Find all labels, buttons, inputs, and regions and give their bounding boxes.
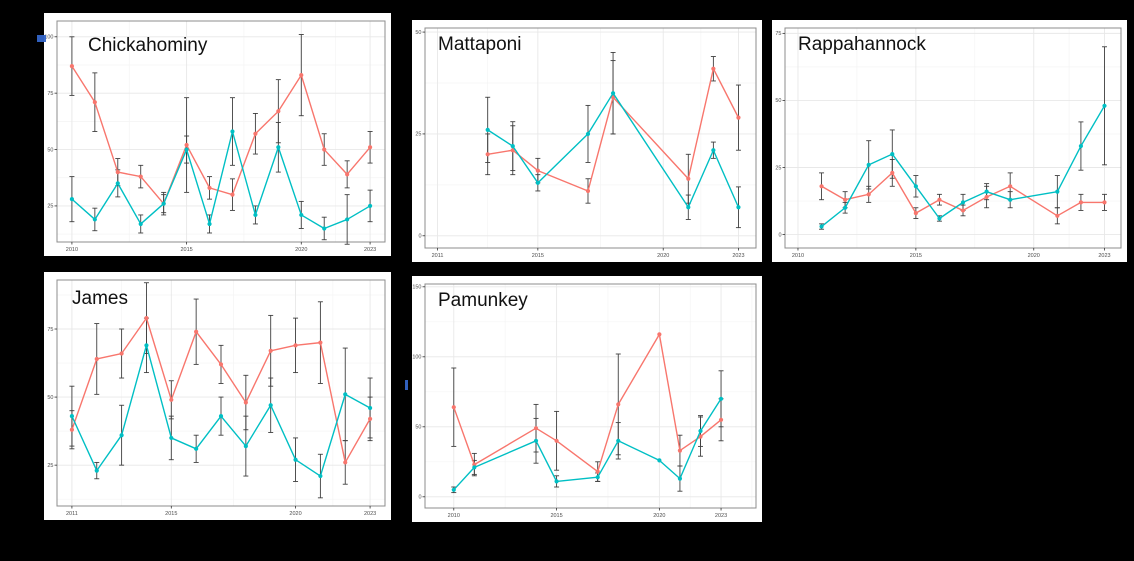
svg-text:2023: 2023 <box>364 247 376 253</box>
red-series-points <box>819 170 1107 218</box>
svg-text:75: 75 <box>775 31 781 37</box>
selection-highlight-artifact <box>37 35 46 42</box>
chart-panel-james: James 25 50 75 2011 2015 2020 2023 <box>44 272 391 520</box>
svg-text:50: 50 <box>415 30 421 36</box>
svg-text:50: 50 <box>415 425 421 431</box>
svg-text:100: 100 <box>412 355 421 361</box>
svg-text:2011: 2011 <box>432 253 444 259</box>
red-series-line <box>487 68 740 192</box>
teal-series-points <box>69 129 373 231</box>
red-series-line <box>71 317 371 464</box>
svg-text:2023: 2023 <box>1098 253 1110 259</box>
svg-text:25: 25 <box>415 132 421 138</box>
teal-series-points <box>819 103 1107 229</box>
plot-border <box>784 27 1122 249</box>
svg-text:75: 75 <box>47 91 53 97</box>
svg-text:50: 50 <box>47 147 53 153</box>
axis-ticks-and-labels: 25 50 75 2011 2015 2020 2023 <box>47 327 376 517</box>
selection-highlight-artifact <box>405 380 408 390</box>
teal-series-line <box>821 105 1106 228</box>
svg-text:2020: 2020 <box>289 511 301 517</box>
plot-border <box>424 283 757 509</box>
red-series-points <box>451 332 724 474</box>
svg-text:2015: 2015 <box>550 513 562 519</box>
svg-text:2010: 2010 <box>448 513 460 519</box>
teal-series-points <box>69 343 373 479</box>
svg-text:50: 50 <box>47 395 53 401</box>
line-chart-svg: 25 50 75 100 2010 2015 2020 2023 <box>44 20 386 253</box>
axis-ticks-and-labels: 25 50 75 100 2010 2015 2020 2023 <box>44 35 376 253</box>
svg-text:2010: 2010 <box>66 247 78 253</box>
red-series-error-bars <box>451 353 724 482</box>
svg-text:2020: 2020 <box>295 247 307 253</box>
svg-text:2015: 2015 <box>910 253 922 259</box>
svg-text:0: 0 <box>418 234 421 240</box>
red-series-points <box>485 66 741 194</box>
svg-text:150: 150 <box>412 285 421 291</box>
svg-text:2015: 2015 <box>165 511 177 517</box>
teal-series-line <box>487 92 740 208</box>
svg-text:75: 75 <box>47 327 53 333</box>
svg-text:2010: 2010 <box>792 253 804 259</box>
svg-text:2011: 2011 <box>66 511 78 517</box>
red-series-line <box>821 172 1105 217</box>
axis-ticks-and-labels: 0 25 50 2011 2015 2020 2023 <box>415 30 744 259</box>
teal-series-line <box>71 130 371 230</box>
svg-text:25: 25 <box>47 204 53 210</box>
gridlines <box>425 28 756 248</box>
svg-text:2015: 2015 <box>180 247 192 253</box>
axis-ticks-and-labels: 0 25 50 75 2010 2015 2020 2023 <box>775 31 1110 259</box>
chart-title: Mattaponi <box>438 34 522 55</box>
red-series-line <box>71 65 371 205</box>
teal-series-error-bars <box>485 51 741 229</box>
plot-border <box>56 20 386 243</box>
chart-title: James <box>72 288 128 309</box>
teal-series-error-bars <box>451 370 724 494</box>
red-series-error-bars <box>69 34 373 214</box>
plot-border <box>56 279 386 507</box>
svg-text:2020: 2020 <box>657 253 669 259</box>
line-chart-svg: 0 25 50 75 2010 2015 2020 2023 <box>775 27 1122 259</box>
svg-text:2020: 2020 <box>653 513 665 519</box>
chart-title: Rappahannock <box>798 34 926 55</box>
chart-title: Pamunkey <box>438 290 528 311</box>
svg-text:25: 25 <box>775 165 781 171</box>
gridlines <box>425 284 756 508</box>
svg-text:2023: 2023 <box>364 511 376 517</box>
chart-panel-pamunkey: Pamunkey 0 50 100 150 2010 2015 2020 2023 <box>412 276 762 522</box>
teal-series-error-bars <box>69 97 373 245</box>
teal-series-points <box>451 396 724 492</box>
svg-text:50: 50 <box>775 98 781 104</box>
svg-text:0: 0 <box>418 495 421 501</box>
svg-text:100: 100 <box>44 35 53 41</box>
red-series-error-bars <box>819 159 1107 225</box>
red-series-points <box>69 316 373 465</box>
red-series-points <box>69 64 373 206</box>
svg-text:0: 0 <box>778 232 781 238</box>
line-chart-svg: 25 50 75 2011 2015 2020 2023 <box>47 279 386 517</box>
chart-panel-mattaponi: Mattaponi 0 25 50 2011 2015 2020 2023 <box>412 20 762 262</box>
line-chart-svg: 0 50 100 150 2010 2015 2020 2023 <box>412 283 757 519</box>
chart-panel-rappahannock: Rappahannock 0 25 50 75 2010 2015 2020 2023 <box>772 20 1127 262</box>
svg-text:2023: 2023 <box>715 513 727 519</box>
line-chart-svg: 0 25 50 2011 2015 2020 2023 <box>415 27 757 259</box>
teal-series-points <box>485 91 741 210</box>
gridlines <box>57 280 385 506</box>
svg-text:2023: 2023 <box>732 253 744 259</box>
axis-ticks-and-labels: 0 50 100 150 2010 2015 2020 2023 <box>412 285 727 519</box>
teal-series-line <box>453 398 722 491</box>
red-series-line <box>453 333 722 473</box>
svg-text:2015: 2015 <box>532 253 544 259</box>
plot-border <box>424 27 757 249</box>
chart-title: Chickahominy <box>88 35 208 56</box>
chart-panel-chickahominy: Chickahominy 25 50 75 100 2010 2015 2020 2023 <box>44 13 391 256</box>
svg-text:2020: 2020 <box>1028 253 1040 259</box>
svg-text:25: 25 <box>47 463 53 469</box>
